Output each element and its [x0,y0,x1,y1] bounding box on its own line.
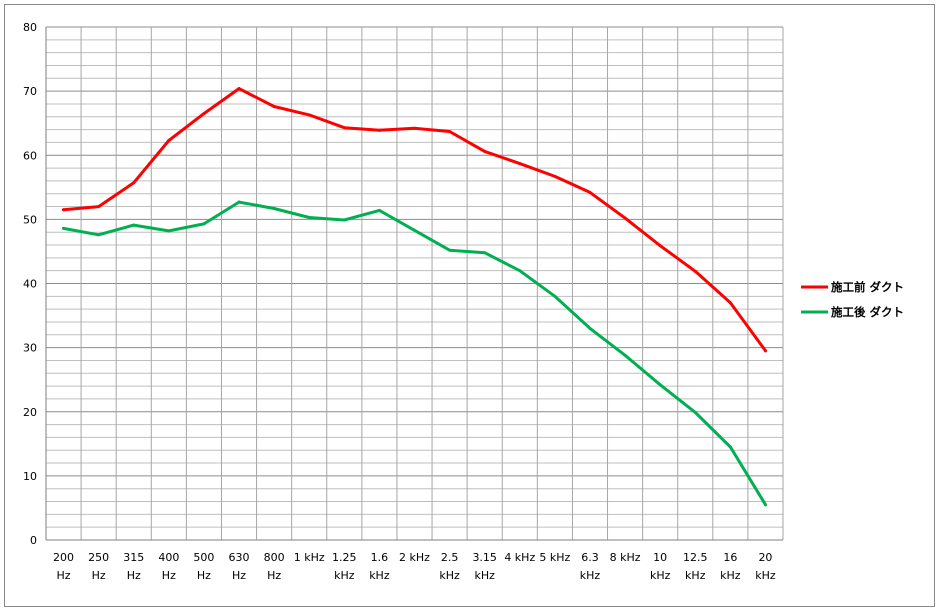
y-tick-label: 80 [23,21,37,34]
data-point [448,248,452,252]
x-tick-label-unit: Hz [127,569,141,582]
x-tick-label: 1.6 [371,551,389,564]
data-point [237,200,241,204]
x-tick-label-unit: kHz [685,569,706,582]
x-tick-label-unit: kHz [580,569,601,582]
data-point [693,410,697,414]
data-point [377,208,381,212]
y-tick-label: 40 [23,278,37,291]
x-tick-label-unit: kHz [474,569,495,582]
data-point [588,190,592,194]
data-point [62,208,66,212]
data-series [62,87,767,507]
data-point [307,113,311,117]
x-tick-label-unit: Hz [57,569,71,582]
chart-frame: 0 10 20 30 40 50 60 70 80 200 Hz 250 Hz 315 Hz 400 Hz 50… [4,4,935,607]
x-tick-label: 800 [264,551,285,564]
y-tick-label: 30 [23,342,37,355]
y-tick-label: 60 [23,149,37,162]
x-tick-label: 1.25 [332,551,357,564]
data-point [342,218,346,222]
data-point [623,216,627,220]
x-tick-label: 3.15 [472,551,497,564]
x-tick-label-unit: kHz [650,569,671,582]
x-tick-label-unit: Hz [232,569,246,582]
data-point [97,205,101,209]
data-point [97,233,101,237]
x-tick-label: 400 [158,551,179,564]
x-tick-label-unit: kHz [720,569,741,582]
data-point [167,139,171,143]
data-point [588,326,592,330]
x-tick-label-unit: kHz [439,569,460,582]
data-point [62,226,66,230]
y-tick-label: 10 [23,470,37,483]
data-point [623,353,627,357]
x-tick-label: 250 [88,551,109,564]
legend-label: 施工後 ダクト [831,305,904,319]
data-point [658,383,662,387]
x-tick-label-unit: Hz [162,569,176,582]
data-point [307,215,311,219]
data-point [272,206,276,210]
x-tick-label: 20 [758,551,772,564]
data-point [763,349,767,353]
y-tick-label: 0 [30,534,37,547]
data-point [413,228,416,232]
data-point [553,174,557,178]
data-point [132,223,136,227]
x-tick-label: 12.5 [683,551,708,564]
axes [45,27,783,541]
data-point [342,126,346,130]
x-tick-label: 200 [53,551,74,564]
x-axis-tick-labels: 200 Hz 250 Hz 315 Hz 400 Hz 500 Hz 630 Hz 800 Hz 1 kHz… [53,551,776,582]
data-point [728,445,732,449]
data-point [202,222,206,226]
x-tick-label: 6.3 [581,551,599,564]
y-axis-tick-labels: 0 10 20 30 40 50 60 70 80 [23,21,37,547]
y-tick-label: 50 [23,213,37,226]
data-point [658,244,662,248]
data-point [413,126,416,130]
x-tick-label: 500 [193,551,214,564]
data-point [167,229,171,233]
legend-label: 施工前 ダクト [831,280,904,294]
x-tick-label-unit: kHz [755,569,776,582]
x-tick-label-unit: Hz [197,569,211,582]
x-tick-label-unit: kHz [334,569,355,582]
y-tick-label: 20 [23,406,37,419]
x-tick-label: 1 kHz [294,551,325,564]
x-tick-label: 10 [653,551,667,564]
data-point [237,87,241,91]
data-point [448,130,452,134]
data-point [553,294,557,298]
data-point [483,149,487,153]
x-tick-label: 16 [723,551,737,564]
data-point [693,269,697,273]
grid-lines [45,26,784,541]
x-tick-label: 630 [229,551,250,564]
data-point [518,269,522,273]
data-point [272,105,276,109]
data-point [483,251,487,255]
data-point [377,128,381,132]
data-point [202,112,206,116]
x-tick-label: 2 kHz [399,551,430,564]
x-tick-label: 5 kHz [539,551,570,564]
x-tick-label: 8 kHz [610,551,641,564]
data-point [132,181,136,185]
x-tick-label: 2.5 [441,551,459,564]
x-tick-label-unit: Hz [267,569,281,582]
data-point [728,301,732,305]
data-point [763,503,767,507]
x-tick-label-unit: Hz [92,569,106,582]
y-tick-label: 70 [23,85,37,98]
line-chart: 0 10 20 30 40 50 60 70 80 200 Hz 250 Hz 315 Hz 400 Hz 50… [23,21,904,582]
x-tick-label-unit: kHz [369,569,390,582]
x-tick-label: 315 [123,551,144,564]
x-tick-label: 4 kHz [504,551,535,564]
data-point [518,162,522,166]
